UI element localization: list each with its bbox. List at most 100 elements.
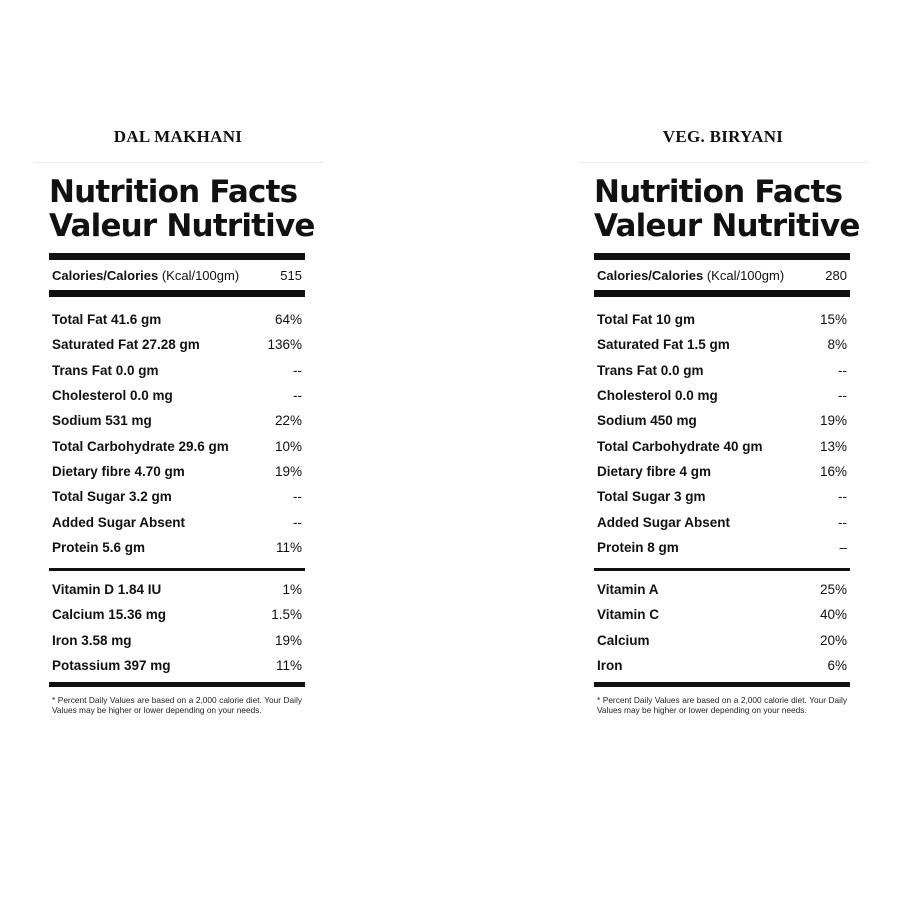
nutrient-label: Trans Fat 0.0 gm bbox=[597, 362, 704, 378]
vitamin-row: Vitamin D 1.84 IU 1% bbox=[49, 577, 305, 602]
calories-row: Calories/Calories (Kcal/100gm) 280 bbox=[594, 260, 850, 290]
vitamin-row: Iron 6% bbox=[594, 653, 850, 678]
nutrient-row: Sodium 531 mg 22% bbox=[49, 408, 305, 433]
nutrient-value: -- bbox=[838, 388, 847, 404]
nutrition-label: Nutrition Facts Valeur Nutritive Calorie… bbox=[594, 170, 860, 715]
nutrient-label: Total Fat 10 gm bbox=[597, 312, 696, 328]
product-name: VEG. BIRYANI bbox=[662, 127, 784, 146]
vitamin-value: 1% bbox=[282, 582, 302, 598]
calories-label: Calories/Calories bbox=[52, 267, 159, 283]
title-english: Nutrition Facts bbox=[594, 174, 843, 210]
nutrient-row: Added Sugar Absent -- bbox=[594, 509, 850, 534]
nutrient-value: 19% bbox=[819, 413, 847, 429]
nutrient-value: 16% bbox=[819, 463, 847, 479]
nutrient-value: 19% bbox=[274, 463, 302, 479]
nutrient-row: Sodium 450 mg 19% bbox=[594, 408, 850, 433]
calories-label: Calories/Calories bbox=[597, 267, 704, 283]
nutrient-value: 64% bbox=[274, 312, 302, 328]
nutrient-value: -- bbox=[838, 362, 847, 378]
vitamin-label: Vitamin D 1.84 IU bbox=[52, 582, 162, 598]
nutrient-row: Saturated Fat 1.5 gm 8% bbox=[594, 332, 850, 357]
divider-bar bbox=[594, 567, 850, 571]
nutrient-value: -- bbox=[293, 514, 302, 530]
title-french: Valeur Nutritive bbox=[49, 208, 315, 244]
calories-unit: (Kcal/100gm) bbox=[706, 267, 785, 283]
nutrient-row: Total Fat 10 gm 15% bbox=[594, 307, 850, 332]
vitamin-label: Potassium 397 mg bbox=[52, 658, 171, 673]
nutrition-label: Nutrition Facts Valeur Nutritive Calorie… bbox=[49, 170, 315, 716]
nutrient-row: Total Fat 41.6 gm 64% bbox=[49, 307, 305, 332]
calories-unit: (Kcal/100gm) bbox=[161, 267, 240, 283]
vitamin-value: 20% bbox=[819, 632, 847, 648]
vitamin-value: 6% bbox=[827, 658, 847, 673]
divider bbox=[578, 162, 868, 163]
nutrient-row: Protein 8 gm – bbox=[594, 535, 850, 560]
nutrient-label: Added Sugar Absent bbox=[597, 514, 731, 530]
nutrient-label: Saturated Fat 1.5 gm bbox=[597, 337, 730, 353]
nutrient-label: Added Sugar Absent bbox=[52, 514, 186, 530]
title-english: Nutrition Facts bbox=[49, 174, 298, 210]
vitamin-row: Vitamin C 40% bbox=[594, 602, 850, 627]
nutrient-value: -- bbox=[838, 489, 847, 505]
vitamin-row: Calcium 20% bbox=[594, 628, 850, 653]
nutrient-label: Dietary fibre 4 gm bbox=[597, 463, 712, 479]
nutrient-row: Dietary fibre 4 gm 16% bbox=[594, 459, 850, 484]
vitamin-label: Iron bbox=[597, 658, 623, 673]
nutrient-value: 22% bbox=[274, 413, 302, 429]
nutrient-label: Dietary fibre 4.70 gm bbox=[52, 463, 185, 479]
vitamin-label: Vitamin A bbox=[597, 582, 659, 598]
nutrient-value: 136% bbox=[267, 337, 302, 353]
divider-bar bbox=[49, 682, 305, 688]
nutrient-value: -- bbox=[293, 388, 302, 404]
nutrient-value: 11% bbox=[275, 539, 302, 555]
nutrient-row: Total Sugar 3 gm -- bbox=[594, 484, 850, 509]
nutrient-value: 8% bbox=[827, 337, 847, 353]
divider-bar bbox=[594, 682, 850, 688]
divider-bar bbox=[49, 253, 305, 260]
vitamin-row: Iron 3.58 mg 19% bbox=[49, 628, 305, 653]
divider bbox=[33, 162, 323, 163]
nutrient-value: – bbox=[839, 539, 847, 555]
nutrient-value: -- bbox=[293, 362, 302, 378]
nutrient-row: Cholesterol 0.0 mg -- bbox=[49, 383, 305, 408]
nutrient-row: Saturated Fat 27.28 gm 136% bbox=[49, 332, 305, 357]
nutrient-label: Total Sugar 3.2 gm bbox=[52, 489, 172, 505]
nutrient-label: Total Carbohydrate 40 gm bbox=[597, 438, 763, 454]
vitamin-value: 11% bbox=[275, 658, 302, 673]
nutrient-label: Protein 8 gm bbox=[597, 539, 679, 555]
nutrient-label: Total Sugar 3 gm bbox=[597, 489, 706, 505]
vitamin-label: Calcium bbox=[597, 632, 650, 648]
vitamin-label: Iron 3.58 mg bbox=[52, 632, 132, 648]
nutrient-row: Cholesterol 0.0 mg -- bbox=[594, 383, 850, 408]
nutrient-row: Total Sugar 3.2 gm -- bbox=[49, 484, 305, 509]
vitamin-value: 40% bbox=[819, 607, 847, 623]
nutrient-label: Trans Fat 0.0 gm bbox=[52, 362, 159, 378]
vitamin-label: Calcium 15.36 mg bbox=[52, 607, 167, 623]
nutrient-label: Total Fat 41.6 gm bbox=[52, 312, 162, 328]
calories-value: 515 bbox=[280, 267, 302, 283]
nutrient-label: Cholesterol 0.0 mg bbox=[597, 388, 718, 404]
vitamin-value: 1.5% bbox=[271, 607, 302, 623]
nutrient-label: Cholesterol 0.0 mg bbox=[52, 388, 173, 404]
nutrient-label: Protein 5.6 gm bbox=[52, 539, 146, 555]
nutrient-value: 10% bbox=[274, 438, 302, 454]
nutrient-value: -- bbox=[838, 514, 847, 530]
divider-bar bbox=[594, 290, 850, 297]
calories-value: 280 bbox=[825, 267, 847, 283]
vitamin-value: 19% bbox=[274, 632, 302, 648]
nutrient-label: Sodium 531 mg bbox=[52, 413, 152, 429]
nutrient-row: Dietary fibre 4.70 gm 19% bbox=[49, 459, 305, 484]
vitamin-row: Calcium 15.36 mg 1.5% bbox=[49, 602, 305, 627]
nutrient-label: Sodium 450 mg bbox=[597, 413, 697, 429]
nutrient-row: Trans Fat 0.0 gm -- bbox=[594, 358, 850, 383]
divider-bar bbox=[594, 253, 850, 260]
nutrient-row: Total Carbohydrate 29.6 gm 10% bbox=[49, 433, 305, 458]
footnote: * Percent Daily Values are based on a 2,… bbox=[52, 695, 302, 716]
product-name: DAL MAKHANI bbox=[113, 127, 243, 146]
nutrient-row: Added Sugar Absent -- bbox=[49, 509, 305, 534]
nutrient-label: Saturated Fat 27.28 gm bbox=[52, 337, 200, 353]
vitamin-value: 25% bbox=[819, 582, 847, 598]
calories-row: Calories/Calories (Kcal/100gm) 515 bbox=[49, 260, 305, 290]
nutrient-row: Trans Fat 0.0 gm -- bbox=[49, 358, 305, 383]
title-french: Valeur Nutritive bbox=[594, 208, 860, 244]
